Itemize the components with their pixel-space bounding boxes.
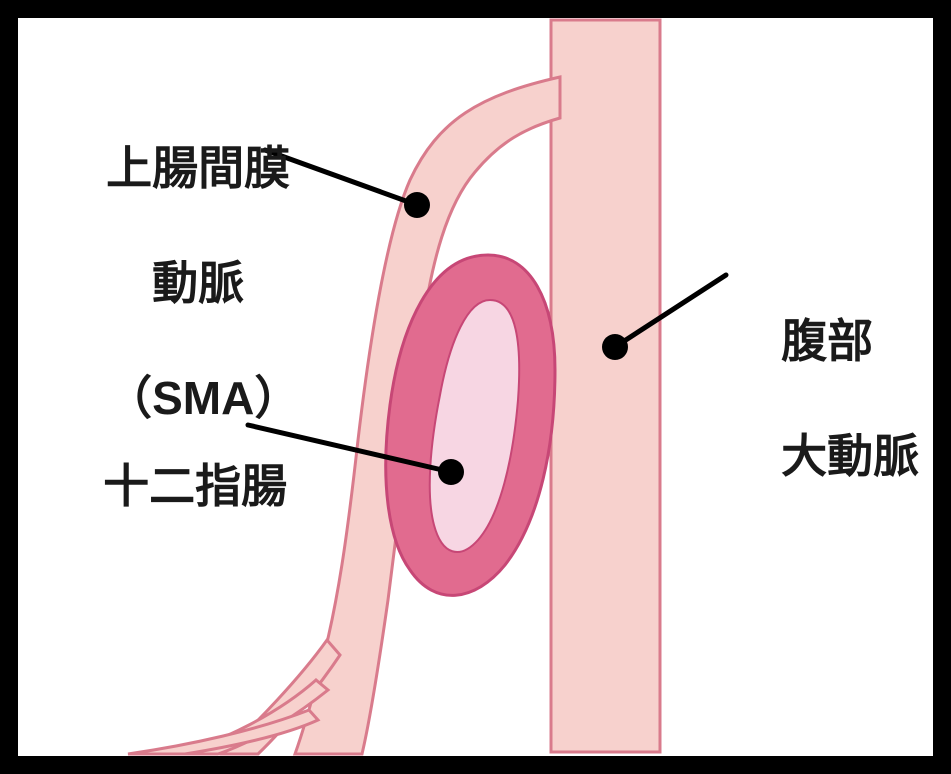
sma-label-line2: 動脈 — [106, 257, 244, 309]
sma-label-line1: 上腸間膜 — [106, 142, 290, 194]
anatomy-diagram: 上腸間膜 動脈 （SMA） 十二指腸 腹部 大動脈 — [0, 0, 951, 774]
aorta-label-line1: 腹部 — [781, 315, 873, 367]
abdominal-aorta-shape — [551, 20, 660, 752]
aorta-label-line2: 大動脈 — [781, 430, 919, 482]
aorta-label: 腹部 大動脈 — [730, 255, 919, 543]
leader-dot-icon — [438, 459, 464, 485]
leader-dot-icon — [602, 334, 628, 360]
leader-dot-icon — [404, 192, 430, 218]
duodenum-label: 十二指腸 — [52, 400, 287, 573]
duodenum-label-text: 十二指腸 — [103, 460, 287, 512]
